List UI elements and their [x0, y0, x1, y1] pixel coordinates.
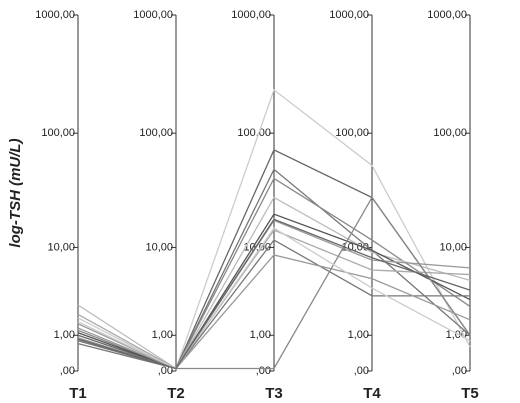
series-line — [77, 254, 471, 370]
series-line — [77, 196, 471, 370]
series-line — [77, 239, 470, 370]
y-tick-label: 1000,00 — [329, 9, 369, 21]
y-tick-label: ,00 — [158, 365, 173, 377]
y-tick-label: 1000,00 — [427, 9, 467, 21]
y-tick-label: 1,00 — [54, 329, 75, 341]
y-tick-label: 10,00 — [47, 241, 75, 253]
series-line — [77, 88, 471, 370]
y-tick-label: 1,00 — [250, 329, 271, 341]
y-tick-label: 100,00 — [139, 127, 173, 139]
y-axis-label: log-TSH (mU/L) — [7, 138, 24, 247]
y-tick-label: 1000,00 — [35, 9, 75, 21]
y-tick-label: 100,00 — [237, 127, 271, 139]
y-tick-label: 100,00 — [41, 127, 75, 139]
series-line — [77, 213, 471, 370]
y-tick-label: ,00 — [354, 365, 369, 377]
x-tick-label: T2 — [167, 385, 185, 402]
y-tick-label: 10,00 — [145, 241, 173, 253]
y-tick-label: ,00 — [452, 365, 467, 377]
y-tick-label: 100,00 — [335, 127, 369, 139]
series-line — [77, 218, 471, 370]
y-tick-label: 100,00 — [433, 127, 467, 139]
y-tick-label: 1000,00 — [133, 9, 173, 21]
y-tick-label: 1,00 — [152, 329, 173, 341]
y-tick-label: 1,00 — [348, 329, 369, 341]
series-line — [77, 229, 471, 370]
x-tick-label: T5 — [461, 385, 479, 402]
y-tick-label: ,00 — [256, 365, 271, 377]
y-tick-label: 1000,00 — [231, 9, 271, 21]
x-tick-label: T4 — [363, 385, 381, 402]
y-tick-label: 10,00 — [439, 241, 467, 253]
x-tick-label: T3 — [265, 385, 283, 402]
x-tick-label: T1 — [69, 385, 87, 402]
y-tick-label: ,00 — [60, 365, 75, 377]
series-line — [77, 227, 471, 370]
